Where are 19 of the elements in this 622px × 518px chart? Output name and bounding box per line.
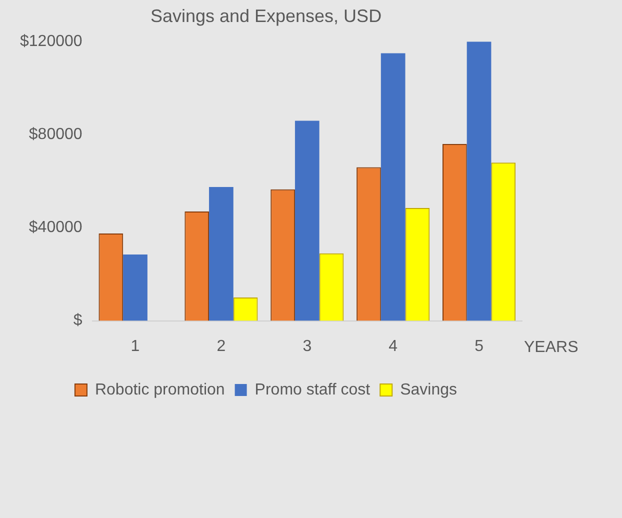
legend-label: Savings — [400, 381, 458, 398]
x-tick-label: 1 — [130, 338, 140, 355]
x-axis-title: YEARS — [524, 339, 578, 356]
y-tick-label: $40000 — [28, 219, 82, 236]
bar — [294, 120, 320, 321]
x-tick-label: 2 — [216, 338, 226, 355]
legend-label: Promo staff cost — [254, 381, 371, 398]
x-tick-label: 5 — [474, 338, 484, 355]
bar — [123, 254, 148, 321]
bar — [380, 53, 406, 321]
bar — [466, 42, 492, 321]
x-tick-label: 4 — [388, 338, 398, 355]
y-tick-label: $120000 — [20, 33, 82, 50]
x-tick-label: 3 — [302, 338, 312, 355]
y-tick-label: $80000 — [28, 126, 82, 144]
bar — [209, 187, 234, 321]
chart-title: Savings and Expenses, USD — [150, 6, 382, 26]
legend-label: Robotic promotion — [94, 381, 225, 398]
y-tick-label: $ — [73, 312, 82, 330]
